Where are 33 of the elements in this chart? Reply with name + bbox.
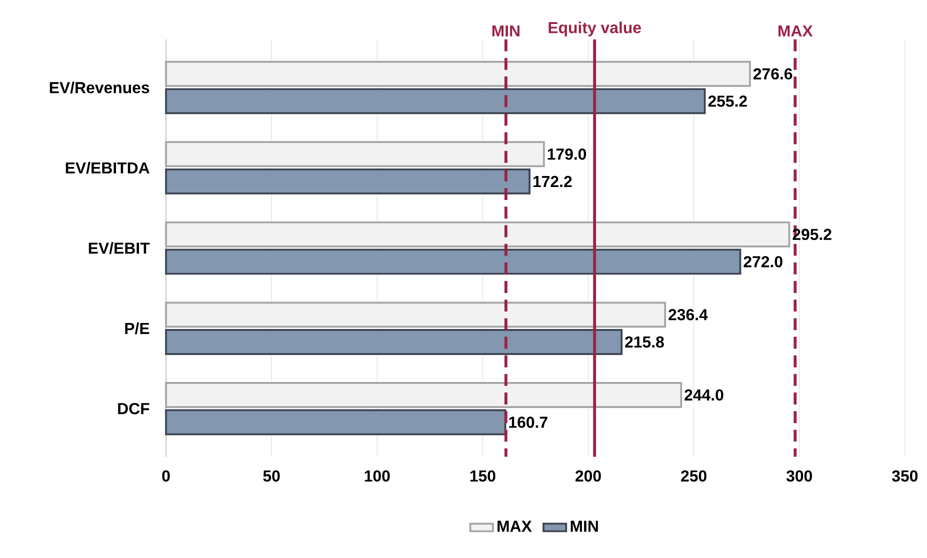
x-tick-label: 0 xyxy=(162,470,170,482)
data-label: 272.0 xyxy=(744,256,782,268)
x-tick-label: 100 xyxy=(364,470,390,482)
x-tick-label: 250 xyxy=(681,470,706,482)
data-label: 215.8 xyxy=(625,336,664,348)
y-tick-label: P/E xyxy=(125,322,150,334)
x-tick-label: 300 xyxy=(786,470,812,482)
legend-label: MAX xyxy=(498,521,532,532)
bar xyxy=(165,410,506,436)
bar xyxy=(165,88,706,114)
y-tick-label: DCF xyxy=(118,403,150,414)
x-tick-label: 50 xyxy=(263,470,280,482)
bar xyxy=(165,329,623,356)
data-label: 295.2 xyxy=(792,229,832,240)
data-label: 160.7 xyxy=(509,416,548,428)
data-label: 255.2 xyxy=(708,96,747,108)
ref-line-label: MIN xyxy=(492,26,520,37)
data-label: 236.4 xyxy=(668,309,708,321)
y-tick-label: EV/EBITDA xyxy=(66,162,150,174)
y-tick-label: EV/EBIT xyxy=(88,242,150,254)
bar xyxy=(165,168,530,195)
legend-label: MIN xyxy=(570,521,598,532)
data-label: 276.6 xyxy=(753,68,792,80)
ref-line-label: MAX xyxy=(778,26,813,37)
bar xyxy=(165,248,742,275)
y-tick-label: EV/Revenues xyxy=(50,82,150,94)
ref-line-label: Equity value xyxy=(548,22,641,37)
data-label: 172.2 xyxy=(533,176,572,188)
data-label: 244.0 xyxy=(684,390,724,401)
x-tick-label: 150 xyxy=(470,470,496,482)
x-tick-label: 200 xyxy=(576,470,601,482)
data-label: 179.0 xyxy=(548,148,586,160)
x-tick-label: 350 xyxy=(892,470,918,482)
